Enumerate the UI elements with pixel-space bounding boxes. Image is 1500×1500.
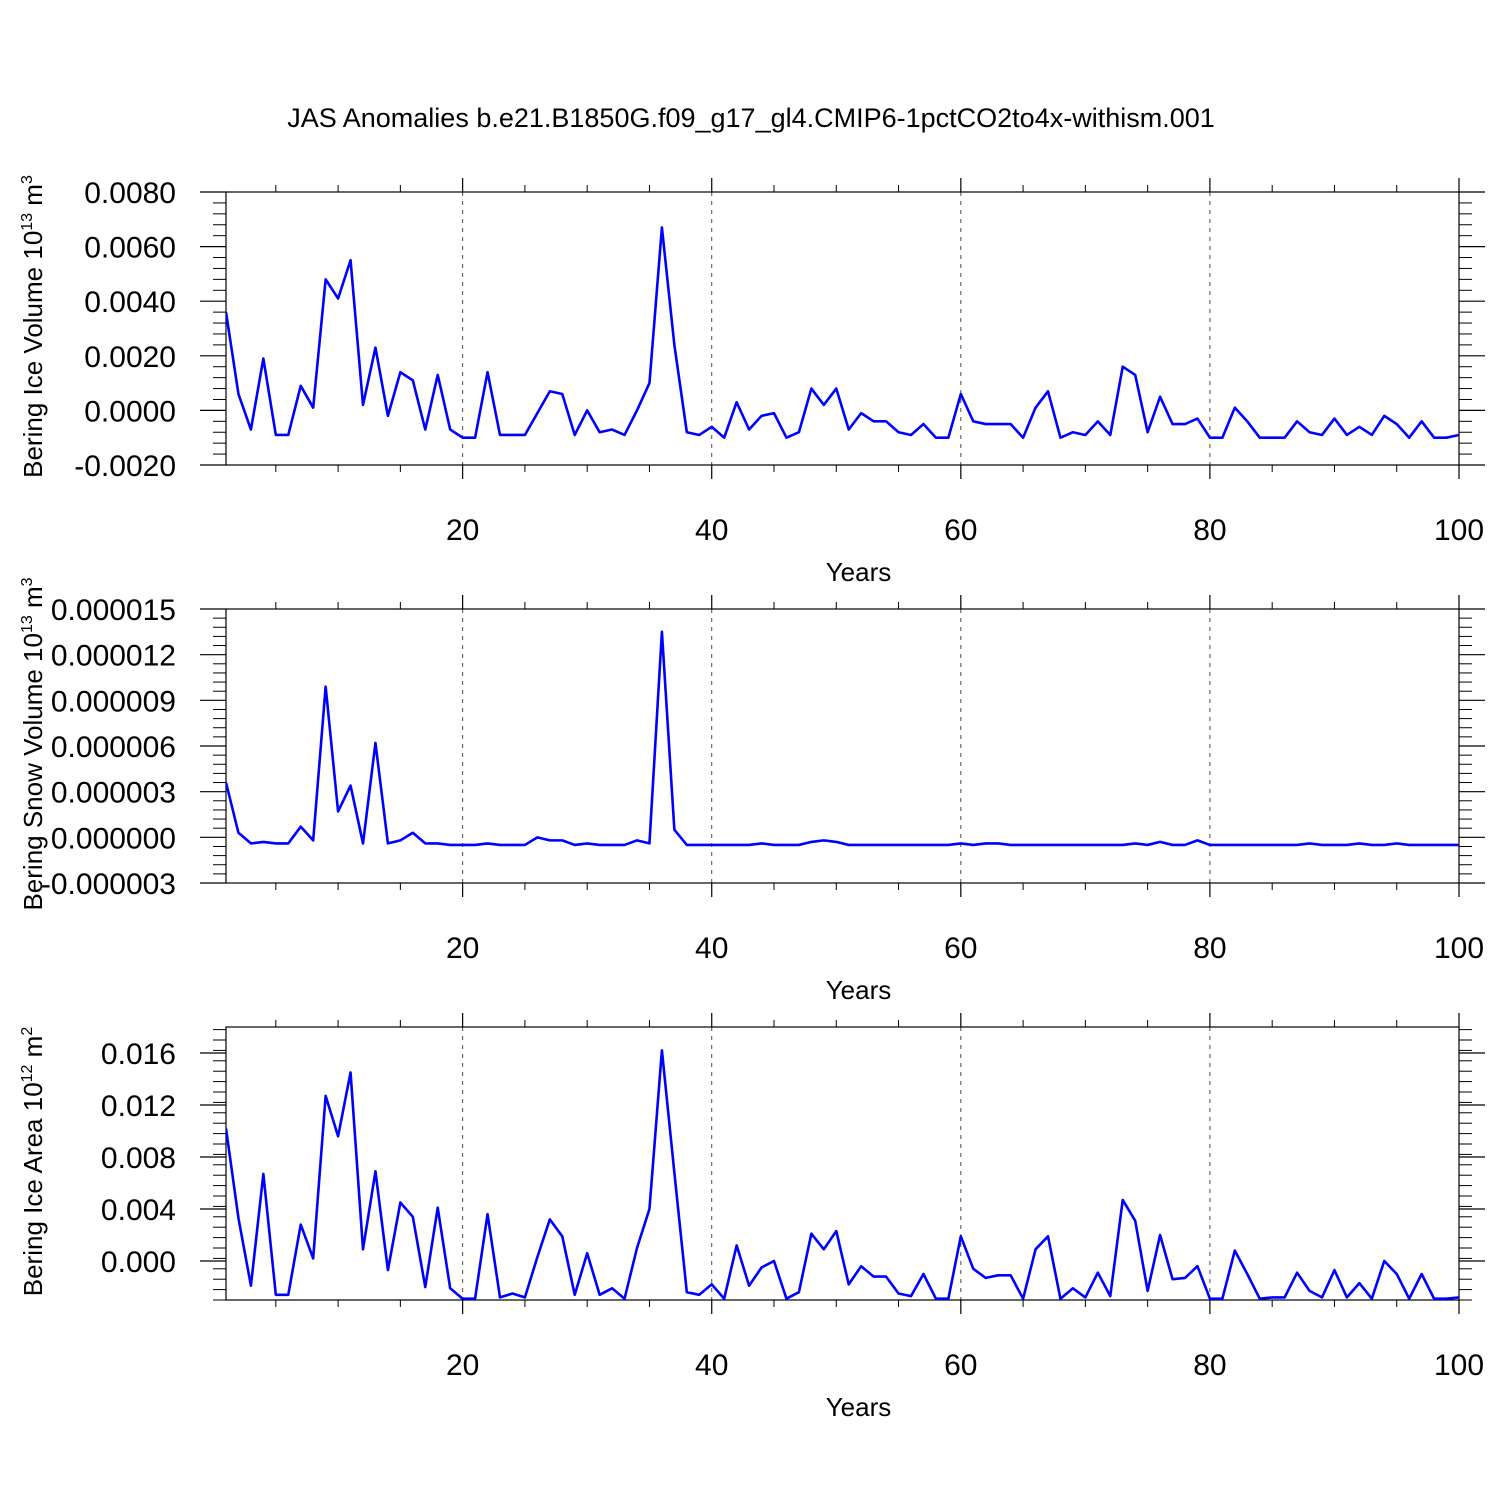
x-tick-label: 20 xyxy=(446,514,479,547)
y-tick-label: 0.004 xyxy=(101,1194,176,1227)
y-tick-label: 0.000006 xyxy=(51,731,176,764)
x-tick-label: 80 xyxy=(1193,514,1226,547)
y-tick-label: 0.000000 xyxy=(51,822,176,855)
y-tick-label: -0.0020 xyxy=(74,450,176,483)
x-tick-label: 40 xyxy=(695,514,728,547)
series-line xyxy=(226,630,1459,847)
x-tick-label: 80 xyxy=(1193,1349,1226,1382)
y-tick-label: 0.000012 xyxy=(51,640,176,673)
y-tick-label: 0.012 xyxy=(101,1090,176,1123)
y-tick-label: -0.000003 xyxy=(41,868,176,901)
panel-3: 20 40 60 80 100 0.000 0.004 0.008 0.012 0.016 Year… xyxy=(18,1013,1485,1422)
figure-title: JAS Anomalies b.e21.B1850G.f09_g17_gl4.C… xyxy=(287,103,1215,133)
y-tick-label: 0.000009 xyxy=(51,685,176,718)
x-tick-label: 40 xyxy=(695,1349,728,1382)
x-tick-label: 100 xyxy=(1434,514,1484,547)
x-tick-label: 100 xyxy=(1434,932,1484,965)
series-line xyxy=(226,226,1459,440)
x-tick-label: 100 xyxy=(1434,1349,1484,1382)
y-tick-label: 0.000003 xyxy=(51,777,176,810)
y-tick-label: 0.0000 xyxy=(84,395,176,428)
y-axis-label: Bering Ice Volume 1013 m3 xyxy=(18,175,48,478)
x-axis-label: Years xyxy=(826,1392,892,1422)
y-tick-label: 0.0020 xyxy=(84,341,176,374)
y-tick-label: 0.016 xyxy=(101,1038,176,1071)
x-tick-label: 40 xyxy=(695,932,728,965)
x-tick-label: 60 xyxy=(944,1349,977,1382)
x-tick-label: 20 xyxy=(446,932,479,965)
series-line xyxy=(226,1049,1459,1300)
y-axis-label: Bering Ice Area 1012 m2 xyxy=(18,1027,48,1297)
y-tick-label: 0.008 xyxy=(101,1142,176,1175)
panel-2: 20 40 60 80 100 -0.000003 0.000000 0.000003 0.00… xyxy=(18,577,1485,1005)
x-tick-label: 80 xyxy=(1193,932,1226,965)
y-tick-label: 0.000 xyxy=(101,1246,176,1279)
plot-frame xyxy=(225,1026,1460,1301)
x-tick-label: 20 xyxy=(446,1349,479,1382)
plot-frame xyxy=(225,191,1460,466)
y-tick-label: 0.0080 xyxy=(84,177,176,210)
y-tick-label: 0.0040 xyxy=(84,286,176,319)
y-axis-label: Bering Snow Volume 1013 m3 xyxy=(18,577,48,910)
x-axis-label: Years xyxy=(826,557,892,587)
panels: 20 40 60 80 100 -0.0020 0.0000 0.0020 0.0040 0.00… xyxy=(18,175,1485,1422)
panel-1: 20 40 60 80 100 -0.0020 0.0000 0.0020 0.0040 0.00… xyxy=(18,175,1485,587)
x-axis-label: Years xyxy=(826,975,892,1005)
x-tick-label: 60 xyxy=(944,514,977,547)
x-tick-label: 60 xyxy=(944,932,977,965)
plot-frame xyxy=(225,608,1460,884)
y-tick-label: 0.000015 xyxy=(51,594,176,627)
y-tick-label: 0.0060 xyxy=(84,232,176,265)
